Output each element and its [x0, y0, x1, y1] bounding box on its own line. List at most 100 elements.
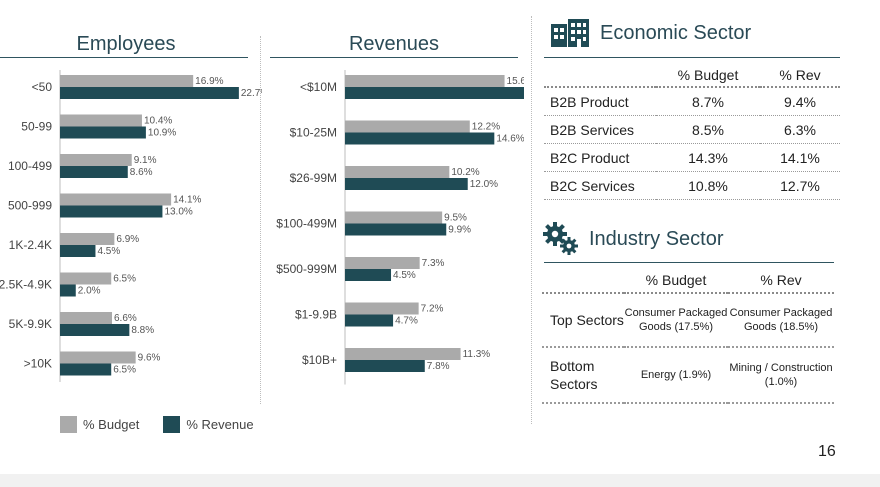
budget-bar — [345, 166, 450, 178]
bar-value-label: 15.6% — [507, 76, 524, 87]
bar-value-label: 8.8% — [131, 325, 154, 336]
bar-value-label: 10.9% — [148, 128, 176, 139]
bar-value-label: 4.5% — [97, 246, 120, 257]
budget-bar — [60, 233, 115, 245]
category-tick-label: $10B+ — [302, 353, 337, 367]
economic-row-budget: 14.3% — [656, 143, 760, 172]
legend-swatch-budget — [60, 416, 77, 433]
budget-bar — [345, 120, 470, 133]
employees-title-rule — [0, 57, 248, 58]
bar-value-label: 12.2% — [472, 122, 500, 133]
industry-header-rev: % Rev — [728, 268, 834, 294]
industry-row-label: Bottom Sectors — [542, 347, 624, 404]
legend-label-revenue: % Revenue — [186, 417, 254, 432]
legend-label-budget: % Budget — [83, 417, 140, 432]
category-tick-label: $10-25M — [290, 126, 337, 140]
category-tick-label: $1-9.9B — [295, 308, 337, 322]
economic-row-label: B2C Services — [544, 171, 656, 200]
revenue-bar — [345, 314, 394, 327]
category-tick-label: 5K-9.9K — [9, 317, 52, 331]
economic-row-rev: 14.1% — [760, 143, 840, 172]
category-tick-label: 2.5K-4.9K — [0, 278, 52, 292]
budget-bar — [60, 272, 112, 285]
bar-value-label: 14.6% — [496, 134, 524, 145]
bar-value-label: 11.3% — [463, 349, 491, 360]
revenue-bar — [60, 245, 96, 257]
category-tick-label: 1K-2.4K — [9, 238, 52, 252]
table-row: Top Sectors Consumer Packaged Goods (17.… — [542, 293, 834, 348]
industry-header-budget: % Budget — [624, 268, 728, 294]
economic-row-budget: 8.7% — [656, 87, 760, 116]
budget-bar — [345, 302, 419, 315]
industry-table-header: % Budget % Rev — [542, 268, 834, 294]
footer-bar — [0, 474, 880, 487]
budget-bar — [60, 193, 172, 206]
economic-sector-header: Economic Sector — [550, 18, 751, 48]
revenue-bar — [60, 87, 239, 99]
industry-row-rev: Consumer Packaged Goods (18.5%) — [728, 293, 834, 348]
economic-title-rule — [544, 57, 840, 58]
bar-value-label: 9.6% — [138, 353, 161, 364]
revenue-bar — [60, 284, 76, 297]
budget-bar — [60, 351, 136, 364]
budget-bar — [60, 312, 113, 324]
budget-bar — [345, 257, 420, 269]
bar-value-label: 7.3% — [422, 258, 445, 269]
industry-row-budget: Energy (1.9%) — [624, 347, 728, 404]
bar-value-label: 6.9% — [116, 234, 139, 245]
bar-value-label: 22.7% — [241, 88, 262, 99]
economic-table-header: % Budget % Rev — [544, 64, 840, 88]
bar-value-label: 10.2% — [451, 167, 479, 178]
gears-icon — [543, 222, 578, 255]
chart-legend: % Budget % Revenue — [60, 416, 278, 433]
economic-row-rev: 6.3% — [760, 115, 840, 144]
category-tick-label: <$10M — [300, 80, 337, 94]
bar-value-label: 6.6% — [114, 313, 137, 324]
bar-value-label: 16.9% — [195, 76, 223, 87]
bar-value-label: 9.9% — [448, 225, 471, 236]
economic-row-label: B2C Product — [544, 143, 656, 172]
economic-row-budget: 10.8% — [656, 171, 760, 200]
economic-row-rev: 9.4% — [760, 87, 840, 116]
bar-value-label: 13.0% — [164, 207, 192, 218]
revenues-title-rule — [270, 57, 518, 58]
legend-item-budget: % Budget — [60, 416, 139, 433]
page-number: 16 — [818, 443, 836, 460]
employees-chart-title: Employees — [76, 33, 176, 55]
bar-value-label: 6.5% — [113, 274, 136, 285]
industry-row-label: Top Sectors — [542, 293, 624, 348]
economic-header-blank — [544, 64, 656, 88]
buildings-icon — [551, 19, 589, 47]
revenue-bar — [60, 324, 130, 336]
table-row: Bottom Sectors Energy (1.9%) Mining / Co… — [542, 347, 834, 404]
industry-title-rule — [544, 262, 834, 263]
economic-row-budget: 8.5% — [656, 115, 760, 144]
bar-value-label: 6.5% — [113, 365, 136, 376]
revenues-bar-chart: <$10M15.6%19.6%$10-25M12.2%14.6%$26-99M1… — [276, 70, 524, 385]
bar-value-label: 7.8% — [427, 361, 450, 372]
budget-bar — [60, 154, 132, 166]
revenue-bar — [345, 178, 468, 190]
industry-sector-header: Industry Sector — [543, 222, 724, 256]
bar-value-label: 4.5% — [393, 270, 416, 281]
category-tick-label: $500-999M — [276, 262, 337, 276]
budget-bar — [60, 75, 194, 87]
industry-row-rev: Mining / Construction (1.0%) — [728, 347, 834, 404]
table-row: B2B Services 8.5% 6.3% — [544, 115, 840, 144]
bar-value-label: 9.5% — [444, 213, 467, 224]
bar-value-label: 12.0% — [470, 179, 498, 190]
legend-item-revenue: % Revenue — [163, 416, 254, 433]
category-tick-label: 50-99 — [21, 120, 52, 134]
industry-header-blank — [542, 268, 624, 294]
revenue-bar — [60, 205, 163, 218]
category-tick-label: $100-499M — [276, 217, 337, 231]
budget-bar — [345, 75, 505, 87]
economic-sector-title: Economic Sector — [600, 21, 752, 44]
economic-row-label: B2B Product — [544, 87, 656, 116]
budget-bar — [345, 211, 443, 224]
revenues-chart-title: Revenues — [348, 33, 440, 55]
budget-bar — [345, 348, 461, 360]
bar-value-label: 10.4% — [144, 116, 172, 127]
budget-bar — [60, 114, 142, 127]
revenue-bar — [345, 87, 524, 99]
